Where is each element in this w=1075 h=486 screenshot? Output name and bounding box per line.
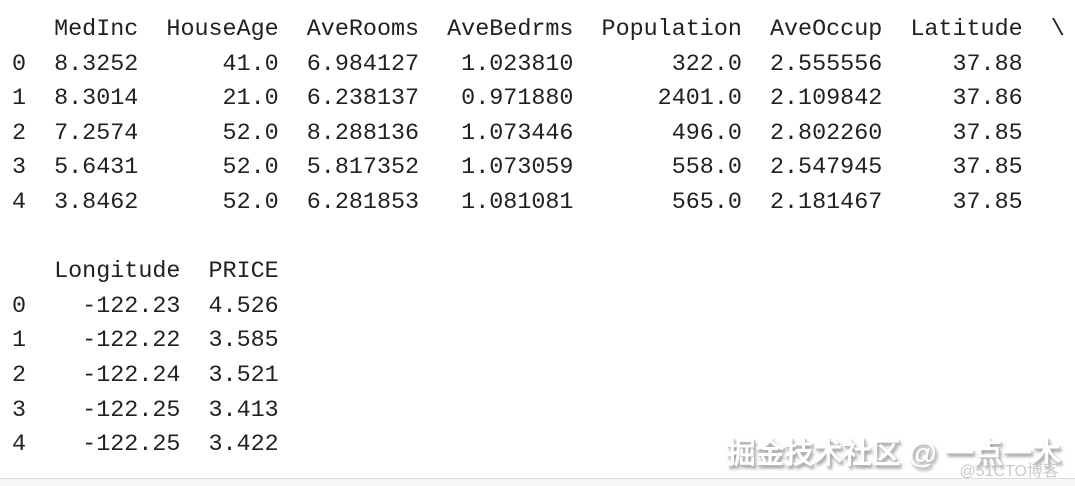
df-row: 4 3.8462 52.0 6.281853 1.081081 565.0 2.… xyxy=(12,189,1023,216)
df-row: 0 8.3252 41.0 6.984127 1.023810 322.0 2.… xyxy=(12,51,1023,78)
df-row: 2 -122.24 3.521 xyxy=(12,362,279,389)
df-header-row: Longitude PRICE xyxy=(12,259,279,286)
df-row: 1 8.3014 21.0 6.238137 0.971880 2401.0 2… xyxy=(12,86,1023,113)
console-output: MedInc HouseAge AveRooms AveBedrms Popul… xyxy=(12,13,1075,463)
df-row: 3 5.6431 52.0 5.817352 1.073059 558.0 2.… xyxy=(12,155,1023,182)
dataframe-head-block-1: MedInc HouseAge AveRooms AveBedrms Popul… xyxy=(12,13,1075,221)
df-header-row: MedInc HouseAge AveRooms AveBedrms Popul… xyxy=(12,17,1065,43)
df-row: 0 -122.23 4.526 xyxy=(12,293,279,320)
watermark-juejin: 掘金技术社区 @ 一点一木 xyxy=(726,438,1061,470)
df-row: 1 -122.22 3.585 xyxy=(12,328,279,355)
watermark-51cto: @51CTO博客 xyxy=(959,463,1059,480)
df-row: 3 -122.25 3.413 xyxy=(12,397,279,424)
bottom-bar xyxy=(0,478,1075,486)
dataframe-head-block-2: Longitude PRICE 0 -122.23 4.526 1 -122.22 … xyxy=(12,255,1075,463)
df-row: 4 -122.25 3.422 xyxy=(12,432,279,459)
df-row: 2 7.2574 52.0 8.288136 1.073446 496.0 2.… xyxy=(12,120,1023,147)
